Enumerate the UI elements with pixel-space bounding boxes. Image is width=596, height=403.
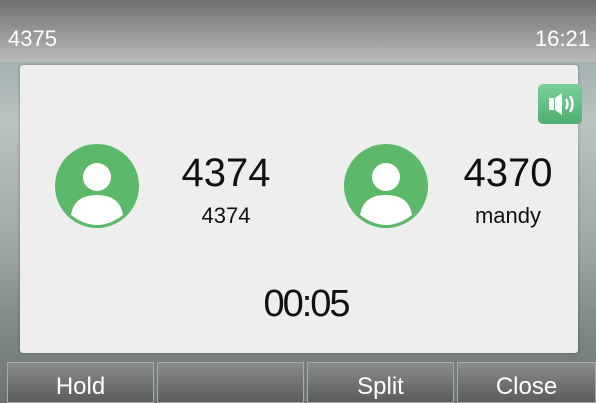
call-number: 4374 [136, 151, 316, 195]
call-name: mandy [418, 203, 596, 229]
avatar [54, 143, 140, 229]
softkey[interactable] [157, 362, 304, 403]
speaker-glyph [538, 84, 582, 124]
call-name: 4374 [136, 203, 316, 229]
speaker-icon[interactable] [538, 84, 582, 124]
account: 4375 [8, 24, 57, 54]
softkey[interactable]: Close [457, 362, 596, 403]
call-number: 4370 [418, 151, 596, 195]
softkey[interactable]: Split [307, 362, 454, 403]
call-timer: 00:05 [206, 282, 406, 326]
clock: 16:21 [535, 24, 590, 54]
softkey[interactable]: Hold [7, 362, 154, 403]
phone-screen: 4375 16:21 4374 4374 4370 mandy 00:05 Ho… [0, 0, 596, 403]
status-bar: 4375 16:21 [0, 0, 596, 62]
avatar [343, 143, 429, 229]
